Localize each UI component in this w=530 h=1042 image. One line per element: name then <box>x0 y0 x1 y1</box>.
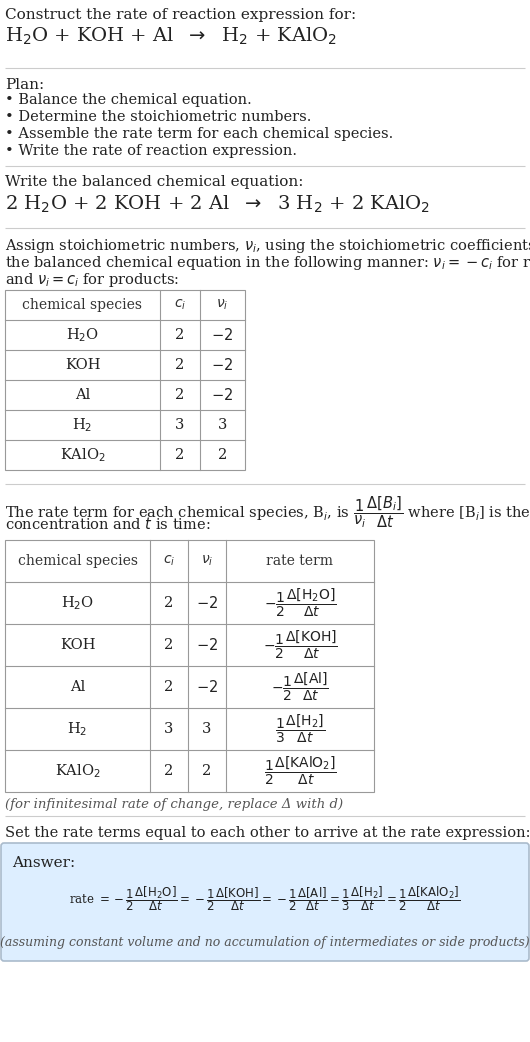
Text: KOH: KOH <box>65 358 100 372</box>
Text: $\nu_i$: $\nu_i$ <box>216 298 229 313</box>
Text: the balanced chemical equation in the following manner: $\nu_i = -c_i$ for react: the balanced chemical equation in the fo… <box>5 254 530 272</box>
Text: KAlO$_2$: KAlO$_2$ <box>55 762 100 779</box>
Text: 2: 2 <box>202 764 211 778</box>
Bar <box>5 540 374 792</box>
Text: Write the balanced chemical equation:: Write the balanced chemical equation: <box>5 175 304 189</box>
Text: 2: 2 <box>175 388 184 402</box>
Text: $-2$: $-2$ <box>211 327 234 343</box>
Text: and $\nu_i = c_i$ for products:: and $\nu_i = c_i$ for products: <box>5 271 179 289</box>
Text: H$_2$: H$_2$ <box>67 720 87 738</box>
Text: Assign stoichiometric numbers, $\nu_i$, using the stoichiometric coefficients, $: Assign stoichiometric numbers, $\nu_i$, … <box>5 237 530 255</box>
Text: 2 H$_2$O + 2 KOH + 2 Al  $\rightarrow$  3 H$_2$ + 2 KAlO$_2$: 2 H$_2$O + 2 KOH + 2 Al $\rightarrow$ 3 … <box>5 194 430 216</box>
Text: 3: 3 <box>218 418 227 432</box>
Text: $\dfrac{1}{2}\dfrac{\Delta[\mathrm{KAlO_2}]}{\Delta t}$: $\dfrac{1}{2}\dfrac{\Delta[\mathrm{KAlO_… <box>263 754 337 787</box>
Text: (for infinitesimal rate of change, replace Δ with d): (for infinitesimal rate of change, repla… <box>5 798 343 811</box>
Text: 2: 2 <box>164 596 174 610</box>
Text: 2: 2 <box>164 764 174 778</box>
Text: $-2$: $-2$ <box>211 357 234 373</box>
Text: KOH: KOH <box>60 638 95 652</box>
Text: • Assemble the rate term for each chemical species.: • Assemble the rate term for each chemic… <box>5 127 393 141</box>
Text: $\dfrac{1}{3}\dfrac{\Delta[\mathrm{H_2}]}{\Delta t}$: $\dfrac{1}{3}\dfrac{\Delta[\mathrm{H_2}]… <box>275 713 325 745</box>
Text: H$_2$O: H$_2$O <box>66 326 99 344</box>
Text: $\nu_i$: $\nu_i$ <box>201 553 213 568</box>
Text: chemical species: chemical species <box>17 554 137 568</box>
Text: $c_i$: $c_i$ <box>174 298 186 313</box>
Text: $-2$: $-2$ <box>196 637 218 653</box>
Text: $-\dfrac{1}{2}\dfrac{\Delta[\mathrm{H_2O}]}{\Delta t}$: $-\dfrac{1}{2}\dfrac{\Delta[\mathrm{H_2O… <box>264 587 337 619</box>
Text: $c_i$: $c_i$ <box>163 553 175 568</box>
Text: 2: 2 <box>175 358 184 372</box>
Text: Set the rate terms equal to each other to arrive at the rate expression:: Set the rate terms equal to each other t… <box>5 826 530 840</box>
Text: H$_2$: H$_2$ <box>73 416 93 433</box>
Text: H$_2$O + KOH + Al  $\rightarrow$  H$_2$ + KAlO$_2$: H$_2$O + KOH + Al $\rightarrow$ H$_2$ + … <box>5 26 337 47</box>
Text: rate $= -\dfrac{1}{2}\dfrac{\Delta[\mathrm{H_2O}]}{\Delta t} = -\dfrac{1}{2}\dfr: rate $= -\dfrac{1}{2}\dfrac{\Delta[\math… <box>69 884 461 913</box>
Text: 2: 2 <box>164 680 174 694</box>
Text: KAlO$_2$: KAlO$_2$ <box>60 446 105 464</box>
Text: $-2$: $-2$ <box>196 595 218 611</box>
Text: 2: 2 <box>164 638 174 652</box>
Text: 2: 2 <box>175 328 184 342</box>
Text: Construct the rate of reaction expression for:: Construct the rate of reaction expressio… <box>5 8 356 22</box>
Text: 3: 3 <box>202 722 211 736</box>
Text: • Write the rate of reaction expression.: • Write the rate of reaction expression. <box>5 144 297 158</box>
Text: H$_2$O: H$_2$O <box>61 594 94 612</box>
Bar <box>5 290 245 470</box>
Text: $-\dfrac{1}{2}\dfrac{\Delta[\mathrm{KOH}]}{\Delta t}$: $-\dfrac{1}{2}\dfrac{\Delta[\mathrm{KOH}… <box>262 628 338 662</box>
Text: • Balance the chemical equation.: • Balance the chemical equation. <box>5 93 252 107</box>
Text: concentration and $t$ is time:: concentration and $t$ is time: <box>5 516 210 532</box>
FancyBboxPatch shape <box>1 843 529 961</box>
Text: (assuming constant volume and no accumulation of intermediates or side products): (assuming constant volume and no accumul… <box>0 936 530 949</box>
Text: chemical species: chemical species <box>22 298 143 312</box>
Text: Al: Al <box>75 388 90 402</box>
Text: • Determine the stoichiometric numbers.: • Determine the stoichiometric numbers. <box>5 110 312 124</box>
Text: $-2$: $-2$ <box>211 387 234 403</box>
Text: $-2$: $-2$ <box>196 679 218 695</box>
Text: Plan:: Plan: <box>5 78 44 92</box>
Text: Answer:: Answer: <box>12 855 75 870</box>
Text: $-\dfrac{1}{2}\dfrac{\Delta[\mathrm{Al}]}{\Delta t}$: $-\dfrac{1}{2}\dfrac{\Delta[\mathrm{Al}]… <box>271 671 329 703</box>
Text: 2: 2 <box>175 448 184 462</box>
Text: Al: Al <box>70 680 85 694</box>
Text: 2: 2 <box>218 448 227 462</box>
Text: 3: 3 <box>164 722 174 736</box>
Text: The rate term for each chemical species, B$_i$, is $\dfrac{1}{\nu_i}\dfrac{\Delt: The rate term for each chemical species,… <box>5 494 530 529</box>
Text: 3: 3 <box>175 418 184 432</box>
Text: rate term: rate term <box>267 554 333 568</box>
